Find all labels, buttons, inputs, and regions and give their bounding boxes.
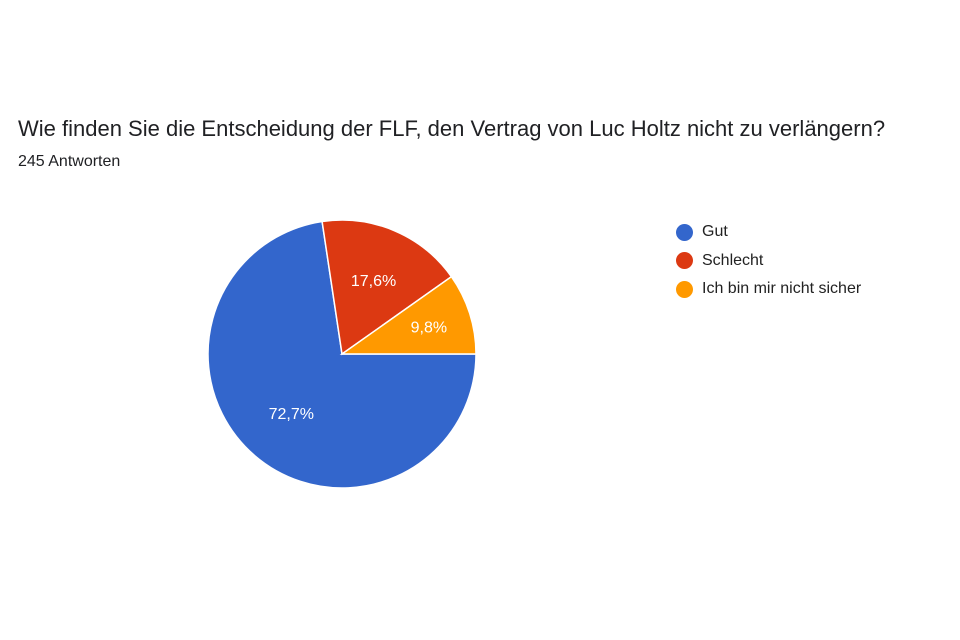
- legend-swatch-icon: [676, 252, 693, 270]
- chart-legend: Gut Schlecht Ich bin mir nicht sicher: [676, 218, 861, 304]
- pie-label-unsicher: 9,8%: [411, 319, 447, 336]
- legend-item-schlecht: Schlecht: [676, 247, 861, 276]
- pie-label-gut: 72,7%: [269, 406, 314, 423]
- chart-title: Wie finden Sie die Entscheidung der FLF,…: [18, 116, 886, 141]
- pie-slice-unsicher: [339, 275, 477, 355]
- legend-label: Schlecht: [702, 251, 764, 269]
- legend-label: Gut: [702, 223, 728, 241]
- legend-label: Ich bin mir nicht sicher: [702, 280, 862, 298]
- legend-swatch-icon: [676, 223, 693, 241]
- response-count: 245 Antworten: [18, 153, 121, 170]
- legend-item-unsicher: Ich bin mir nicht sicher: [676, 275, 861, 304]
- legend-item-gut: Gut: [676, 218, 861, 247]
- pie-label-schlecht: 17,6%: [351, 273, 396, 290]
- legend-swatch-icon: [676, 280, 693, 298]
- pie-slice-schlecht: [321, 219, 453, 356]
